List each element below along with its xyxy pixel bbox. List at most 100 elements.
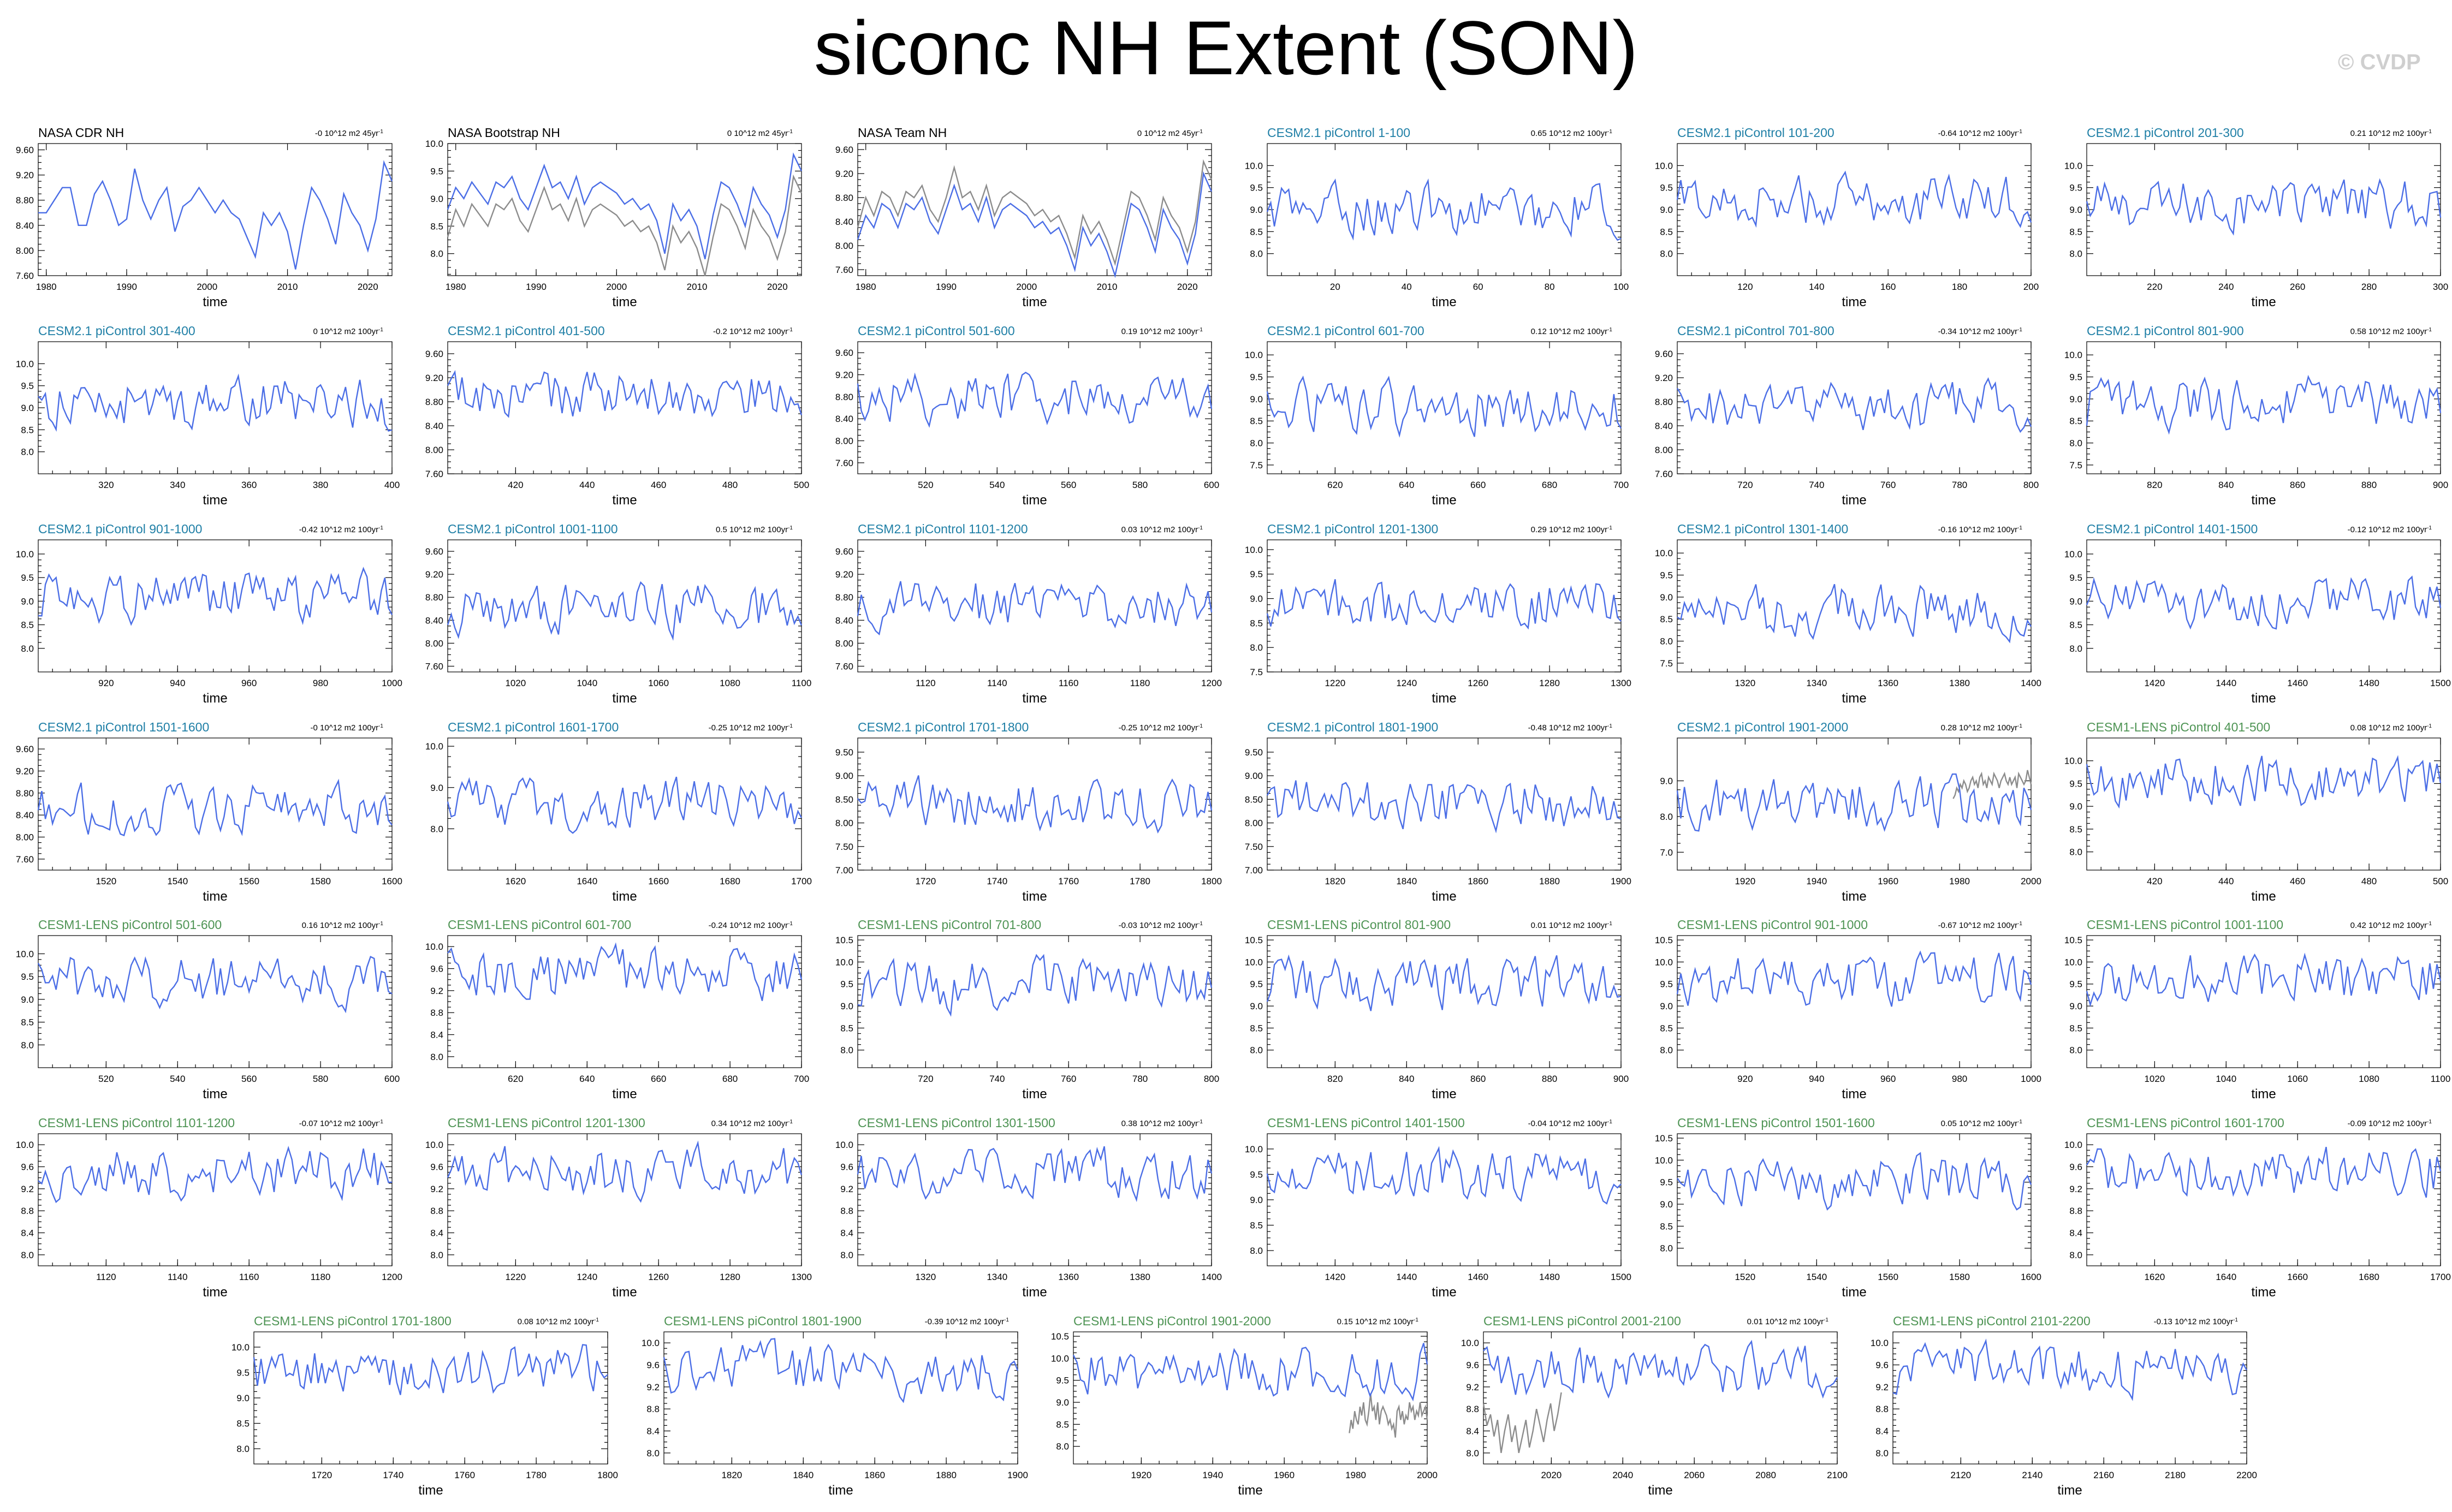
y-tick-label: 10.0 (425, 139, 443, 149)
x-tick-label: 1200 (382, 1272, 402, 1282)
panel-trend: -0.42 10^12 m2 100yr-1 (299, 525, 384, 535)
series-line (37, 778, 393, 837)
y-tick-label: 8.8 (21, 1206, 34, 1216)
y-tick-label: 9.2 (646, 1382, 660, 1392)
trend-exponent: -1 (788, 327, 793, 333)
x-tick-label: 1980 (1345, 1470, 1366, 1480)
x-tick-label: 1820 (1325, 876, 1345, 886)
x-tick-label: 1920 (1131, 1470, 1151, 1480)
x-tick-label: 640 (579, 1074, 595, 1084)
y-tick-label: 8.80 (425, 592, 443, 603)
x-tick-label: 560 (241, 1074, 257, 1084)
y-tick-label: 10.0 (642, 1338, 660, 1348)
x-tick-label: 780 (1952, 480, 1967, 490)
series-line (38, 567, 393, 626)
trend-exponent: -1 (2427, 525, 2432, 531)
x-tick-label: 1600 (2021, 1272, 2041, 1282)
y-tick-label: 10.0 (2064, 350, 2082, 360)
trend-exponent: -1 (788, 525, 793, 531)
x-tick-label: 360 (241, 480, 257, 490)
x-tick-label: 520 (918, 480, 933, 490)
panel-29: CESM1-LENS piControl 901-1000 -0.67 10^12… (1655, 918, 2041, 1102)
x-tick-label: 800 (2023, 480, 2039, 490)
y-tick-label: 10.0 (1051, 1353, 1069, 1364)
trend-exponent: -1 (2427, 327, 2432, 333)
y-tick-label: 9.2 (21, 1184, 34, 1194)
panel-title: CESM1-LENS piControl 1801-1900 (664, 1314, 862, 1328)
series-line (1677, 584, 2032, 644)
panel-4: CESM2.1 piControl 1-100 0.65 10^12 m2 100… (1245, 126, 1629, 309)
panel-title: CESM2.1 piControl 101-200 (1677, 126, 1834, 140)
y-tick-label: 8.8 (646, 1404, 660, 1414)
y-tick-label: 8.8 (1875, 1404, 1889, 1414)
x-tick-label: 1990 (936, 282, 957, 292)
y-tick-label: 8.0 (1660, 1045, 1673, 1056)
x-axis-title: time (1842, 889, 1866, 904)
panel-33: CESM1-LENS piControl 1301-1500 0.38 10^12… (835, 1116, 1222, 1300)
y-tick-label: 8.0 (840, 1250, 853, 1260)
x-tick-label: 1740 (383, 1470, 403, 1480)
plot-frame (857, 539, 1212, 672)
x-tick-label: 1180 (1130, 678, 1150, 688)
y-tick-label: 9.20 (835, 169, 853, 179)
series-line (1676, 773, 2032, 832)
series-line (857, 581, 1213, 636)
x-axis-title: time (203, 1285, 227, 1300)
x-axis-title: time (1842, 295, 1866, 309)
y-tick-label: 8.40 (1655, 421, 1673, 431)
y-tick-label: 8.00 (16, 246, 34, 256)
y-tick-label: 9.6 (2069, 1162, 2082, 1172)
page-title: siconc NH Extent (SON) (814, 5, 1638, 91)
trend-exponent: -1 (2017, 525, 2022, 531)
y-tick-label: 10.0 (1871, 1338, 1889, 1348)
y-tick-label: 10.0 (16, 549, 34, 559)
panel-title: CESM1-LENS piControl 1601-1700 (2087, 1116, 2284, 1130)
x-tick-label: 1880 (1539, 876, 1560, 886)
y-tick-label: 8.5 (1660, 1221, 1673, 1231)
y-tick-label: 8.80 (1655, 397, 1673, 407)
x-axis-title: time (2251, 1087, 2276, 1102)
panel-title: CESM1-LENS piControl 601-700 (448, 918, 631, 932)
trend-exponent: -1 (2017, 327, 2022, 333)
trend-exponent: -1 (1004, 1317, 1009, 1323)
panel-5: CESM2.1 piControl 101-200 -0.64 10^12 m2 … (1655, 126, 2039, 309)
y-tick-label: 10.0 (1245, 545, 1263, 555)
panel-14: CESM2.1 piControl 1001-1100 0.5 10^12 m2 … (425, 522, 811, 706)
y-tick-label: 9.0 (1660, 205, 1673, 215)
series-line (1266, 1146, 1622, 1205)
y-tick-label: 9.5 (2069, 372, 2082, 383)
y-tick-label: 8.0 (1660, 1243, 1673, 1254)
panel-title: NASA Team NH (858, 126, 947, 140)
x-tick-label: 1620 (505, 876, 526, 886)
y-tick-label: 7.60 (1655, 469, 1673, 479)
x-tick-label: 1180 (311, 1272, 331, 1282)
y-tick-label: 8.00 (835, 818, 853, 829)
x-axis-title: time (1842, 691, 1866, 706)
secondary-series-line (857, 159, 1213, 266)
x-axis-title: time (2251, 295, 2276, 309)
panel-title: NASA Bootstrap NH (448, 126, 560, 140)
panel-title: CESM2.1 piControl 1001-1100 (448, 522, 618, 536)
x-tick-label: 320 (98, 480, 114, 490)
y-tick-label: 9.5 (840, 979, 853, 990)
panel-title: CESM1-LENS piControl 801-900 (1267, 918, 1451, 932)
x-tick-label: 420 (508, 480, 523, 490)
x-tick-label: 900 (2433, 480, 2448, 490)
series-line (2086, 953, 2442, 1007)
trend-exponent: -1 (378, 327, 383, 333)
y-tick-label: 9.5 (2069, 573, 2082, 583)
y-tick-label: 8.0 (1250, 1246, 1263, 1256)
y-tick-label: 9.2 (2069, 1184, 2082, 1194)
y-tick-label: 9.5 (430, 166, 443, 176)
plot-frame (38, 1133, 393, 1266)
x-tick-label: 1140 (168, 1272, 188, 1282)
x-tick-label: 840 (1399, 1074, 1414, 1084)
x-tick-label: 1760 (1058, 876, 1079, 886)
plot-frame (1267, 143, 1622, 276)
y-tick-label: 9.5 (21, 573, 34, 583)
panel-title: CESM1-LENS piControl 901-1000 (1677, 918, 1868, 932)
y-tick-label: 9.50 (835, 747, 853, 758)
y-tick-label: 10.5 (1051, 1331, 1069, 1342)
panel-28: CESM1-LENS piControl 801-900 0.01 10^12 m… (1245, 918, 1629, 1102)
x-axis-title: time (1648, 1483, 1672, 1498)
